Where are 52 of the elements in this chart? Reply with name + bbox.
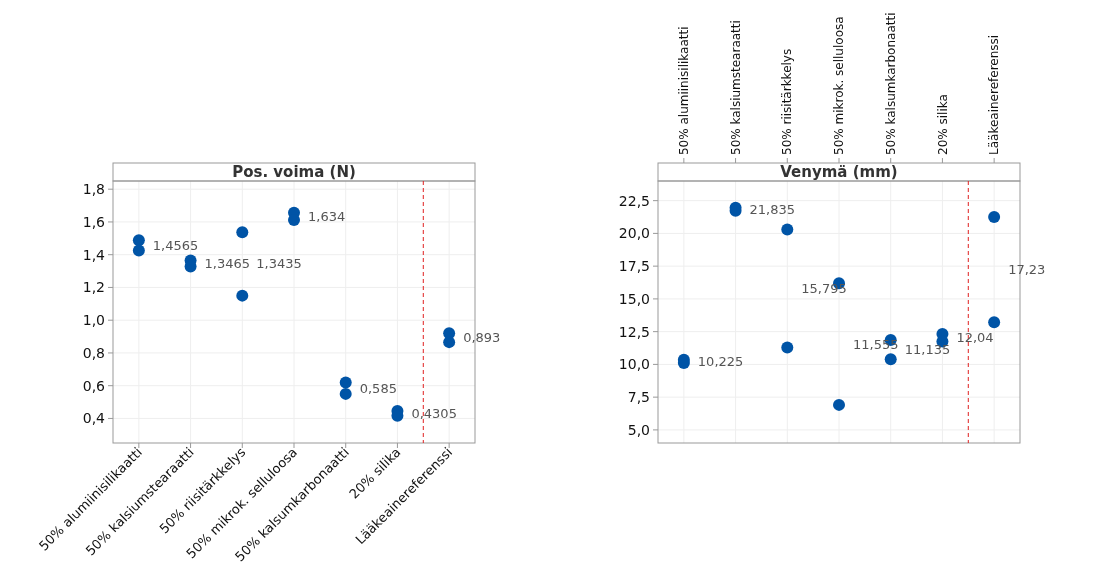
y-tick-label: 20,0 — [618, 225, 650, 242]
y-tick-label: 15,0 — [618, 290, 650, 307]
annotation: 1,634 — [308, 208, 346, 224]
y-tick-label: 1,2 — [82, 279, 105, 296]
annotation: 15,795 — [801, 281, 847, 297]
x-tick-label: Lääkeainereferenssi — [987, 34, 1002, 155]
point — [988, 211, 1001, 224]
y-tick-label: 0,6 — [82, 377, 106, 394]
y-tick-label: 22,5 — [618, 192, 650, 209]
y-tick-label: 1,0 — [82, 312, 105, 329]
point — [884, 353, 897, 366]
point — [781, 223, 794, 236]
annotation: 17,23 — [1008, 262, 1046, 278]
annotation: 0,4305 — [411, 405, 457, 421]
point — [339, 376, 352, 389]
x-tick-label: 20% silika — [935, 94, 950, 155]
annotation: 0,893 — [463, 330, 501, 346]
annotation: 21,835 — [749, 201, 796, 217]
annotation: 1,3435 — [256, 256, 302, 272]
x-tick-label: 50% kalsumkarbonaatti — [883, 12, 898, 155]
point — [988, 316, 1001, 329]
annotation: 11,135 — [904, 342, 951, 358]
y-tick-label: 7,5 — [627, 389, 650, 406]
chart-title: Pos. voima (N) — [232, 163, 356, 181]
x-tick-label: 50% riisitärkkelys — [780, 48, 795, 155]
point — [339, 387, 352, 400]
point — [833, 398, 845, 411]
chart-title: Venymä (mm) — [780, 163, 898, 181]
point — [781, 341, 794, 354]
y-tick-label: 1,6 — [82, 213, 106, 230]
point — [443, 336, 456, 349]
y-tick-label: 12,5 — [618, 323, 650, 340]
annotation: 12,04 — [956, 330, 994, 346]
y-tick-label: 0,4 — [82, 410, 106, 427]
x-tick-label: 50% mikrok. selluloosa — [832, 16, 847, 155]
point — [132, 234, 145, 247]
x-tick-label: 50% kalsiumstearaatti — [728, 20, 743, 155]
y-tick-label: 10,0 — [618, 356, 650, 373]
annotation: 11,555 — [853, 336, 899, 352]
annotation: 0,585 — [359, 380, 397, 396]
y-tick-label: 5,0 — [627, 421, 650, 438]
annotation: 10,225 — [697, 354, 744, 369]
x-tick-label: 50% alumiinisilikaatti — [677, 26, 692, 155]
annotation: 1,3465 — [204, 256, 251, 271]
point — [236, 226, 249, 239]
point — [132, 244, 145, 257]
y-tick-label: 17,5 — [618, 258, 650, 275]
annotation: 1,4565 — [152, 237, 199, 253]
y-tick-label: 1,4 — [82, 246, 106, 263]
y-tick-label: 1,8 — [82, 181, 105, 198]
y-tick-label: 0,8 — [82, 344, 105, 361]
point — [236, 289, 249, 302]
